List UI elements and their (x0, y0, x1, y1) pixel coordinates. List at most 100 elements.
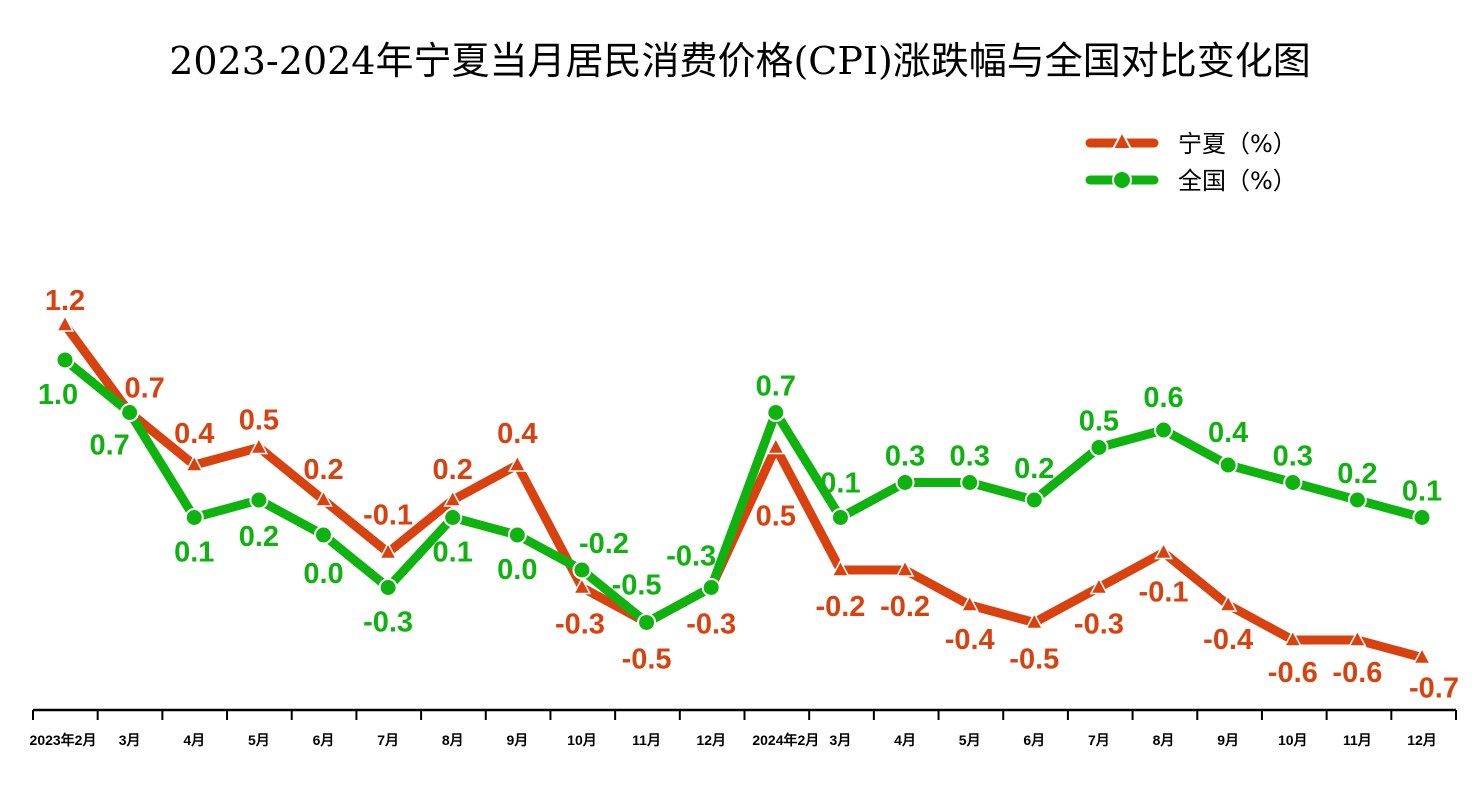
circle-marker (55, 350, 75, 370)
triangle-marker (1412, 646, 1432, 665)
triangle-marker (572, 576, 592, 595)
data-label: 0.3 (1273, 441, 1313, 473)
x-tick-label: 9月 (506, 732, 528, 748)
data-label: -0.2 (880, 591, 930, 623)
circle-marker (701, 578, 721, 597)
circle-marker (507, 525, 527, 545)
triangle-marker (1025, 611, 1044, 630)
circle-marker (1154, 420, 1174, 440)
data-label: 0.1 (820, 468, 860, 500)
data-label: 0.1 (1402, 476, 1442, 508)
x-tick-label: 7月 (1088, 732, 1110, 748)
data-label: -0.3 (1074, 609, 1124, 641)
circle-marker (1089, 438, 1109, 457)
x-tick-label: 5月 (248, 732, 270, 748)
x-tick-label: 3月 (119, 732, 141, 748)
legend-label: 宁夏（%） (1178, 130, 1297, 158)
data-label: 0.5 (1079, 406, 1119, 438)
data-label: -0.1 (363, 500, 413, 532)
circle-marker (378, 578, 398, 597)
circle-marker (1347, 490, 1367, 510)
triangle-marker (55, 314, 75, 332)
data-label: 0.4 (174, 418, 214, 450)
circle-marker (1283, 473, 1303, 492)
triangle-marker (443, 489, 462, 507)
triangle-marker (766, 436, 786, 455)
data-label: 0.2 (303, 454, 343, 486)
x-tick-label: 6月 (1023, 732, 1045, 748)
data-label: 0.3 (950, 441, 990, 473)
triangle-marker (1283, 629, 1303, 647)
x-tick-label: 4月 (894, 732, 916, 748)
data-label: 0.3 (885, 441, 925, 473)
triangle-marker (960, 594, 979, 612)
x-tick-label: 11月 (1343, 732, 1372, 748)
data-label: -0.3 (666, 541, 716, 573)
data-label: -0.6 (1332, 657, 1382, 689)
legend-circle-icon (1112, 170, 1132, 190)
data-label: -0.4 (945, 624, 995, 656)
x-tick-label: 2023年2月 (30, 732, 97, 748)
data-label: 0.2 (239, 521, 279, 553)
chart-title: 2023-2024年宁夏当月居民消费价格(CPI)涨跌幅与全国对比变化图 (169, 39, 1311, 83)
data-label: 1.2 (45, 285, 85, 317)
data-label: 0.7 (756, 371, 796, 403)
x-tick-label: 4月 (183, 732, 205, 748)
circle-marker (1218, 455, 1238, 475)
triangle-marker (1154, 541, 1173, 560)
x-tick-label: 2024年2月 (752, 732, 819, 748)
data-label: -0.7 (1409, 673, 1459, 705)
circle-marker (830, 508, 850, 527)
triangle-marker (831, 559, 850, 577)
data-label: -0.3 (363, 607, 413, 639)
data-label: 1.0 (38, 379, 78, 411)
data-label: -0.4 (1203, 624, 1253, 656)
circle-marker (184, 508, 204, 527)
data-label: 0.7 (124, 373, 164, 405)
series-line-1 (62, 356, 1424, 628)
data-label: 0.0 (497, 554, 537, 586)
data-label: -0.3 (555, 609, 605, 641)
circle-marker (895, 473, 915, 492)
data-label: 0.5 (756, 501, 796, 533)
circle-marker (1024, 490, 1044, 510)
circle-marker (766, 403, 786, 422)
data-label: 0.6 (1143, 382, 1183, 414)
triangle-marker (249, 436, 269, 455)
x-tick-label: 10月 (1278, 732, 1308, 748)
data-label: -0.2 (815, 591, 865, 623)
data-label: -0.5 (622, 644, 672, 676)
triangle-marker (1348, 629, 1367, 647)
data-label: 0.2 (1014, 453, 1054, 485)
circle-marker (637, 613, 657, 632)
data-label: 0.1 (174, 537, 214, 569)
x-tick-label: 8月 (442, 732, 464, 748)
x-tick-label: 8月 (1153, 732, 1175, 748)
x-tick-label: 9月 (1217, 732, 1239, 748)
circle-marker (313, 525, 333, 545)
data-label: 0.4 (1208, 417, 1248, 449)
data-label: 0.2 (433, 454, 473, 486)
circle-marker (960, 473, 980, 492)
data-label: -0.6 (1268, 657, 1318, 689)
circle-marker (572, 560, 592, 580)
triangle-marker (508, 454, 527, 472)
circle-marker (1412, 508, 1432, 527)
x-tick-label: 11月 (632, 732, 661, 748)
data-label: 0.1 (433, 537, 473, 569)
x-tick-label: 12月 (696, 732, 726, 748)
triangle-marker (895, 559, 915, 577)
data-label: -0.5 (612, 570, 662, 602)
circle-marker (249, 490, 269, 510)
circle-marker (443, 508, 463, 527)
triangle-marker (1089, 576, 1109, 595)
x-tick-label: 3月 (830, 732, 852, 748)
x-tick-label: 12月 (1407, 732, 1437, 748)
x-tick-label: 10月 (567, 732, 597, 748)
x-tick-label: 6月 (313, 732, 335, 748)
circle-marker (120, 403, 140, 422)
data-label: 0.5 (239, 405, 279, 437)
legend-label: 全国（%） (1178, 167, 1297, 195)
series-line-0 (61, 322, 1424, 662)
data-label: -0.5 (1009, 644, 1059, 676)
